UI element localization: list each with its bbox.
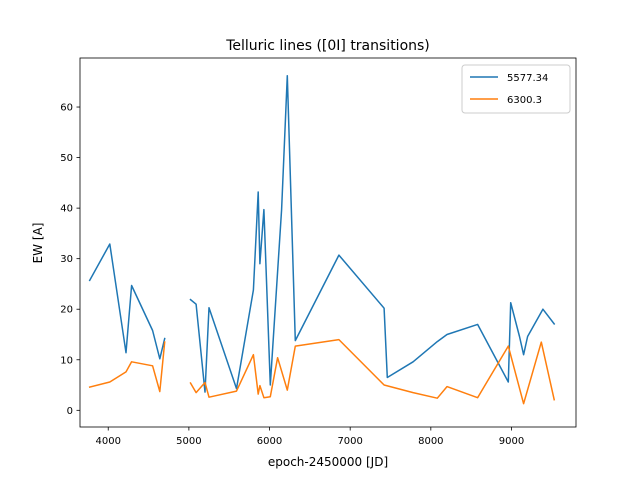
plot-area: [79, 57, 577, 428]
y-tick-label: 40: [60, 204, 73, 215]
x-tick-label: 7000: [337, 436, 362, 447]
y-tick-label: 60: [60, 103, 73, 114]
legend-label-series-2: 6300.3: [507, 95, 542, 106]
x-tick-label: 5000: [176, 436, 201, 447]
x-tick-label: 4000: [96, 436, 121, 447]
y-axis-label: EW [A]: [31, 223, 45, 264]
legend-label-series-1: 5577.34: [507, 73, 548, 84]
y-tick-label: 20: [60, 305, 73, 316]
axis-ticks: 4000 5000 6000 7000 8000 9000 0 10 20 30 40 50 60: [60, 103, 524, 447]
series-1-line-segment-2: [189, 74, 556, 393]
x-tick-label: 6000: [257, 436, 282, 447]
series-1-line-segment-1: [88, 243, 166, 360]
x-axis-label: epoch-2450000 [JD]: [268, 455, 388, 469]
series-2-line-segment-1: [88, 341, 166, 393]
chart-title: Telluric lines ([0I] transitions): [225, 38, 430, 54]
x-tick-label: 8000: [418, 436, 443, 447]
axes-frame: [79, 57, 577, 428]
series-2-line-segment-2: [189, 338, 556, 405]
y-tick-label: 10: [60, 355, 73, 366]
x-tick-label: 9000: [499, 436, 524, 447]
y-tick-label: 0: [67, 406, 73, 417]
y-tick-label: 50: [60, 153, 73, 164]
legend: 5577.34 6300.3: [461, 64, 571, 114]
y-tick-label: 30: [60, 254, 73, 265]
